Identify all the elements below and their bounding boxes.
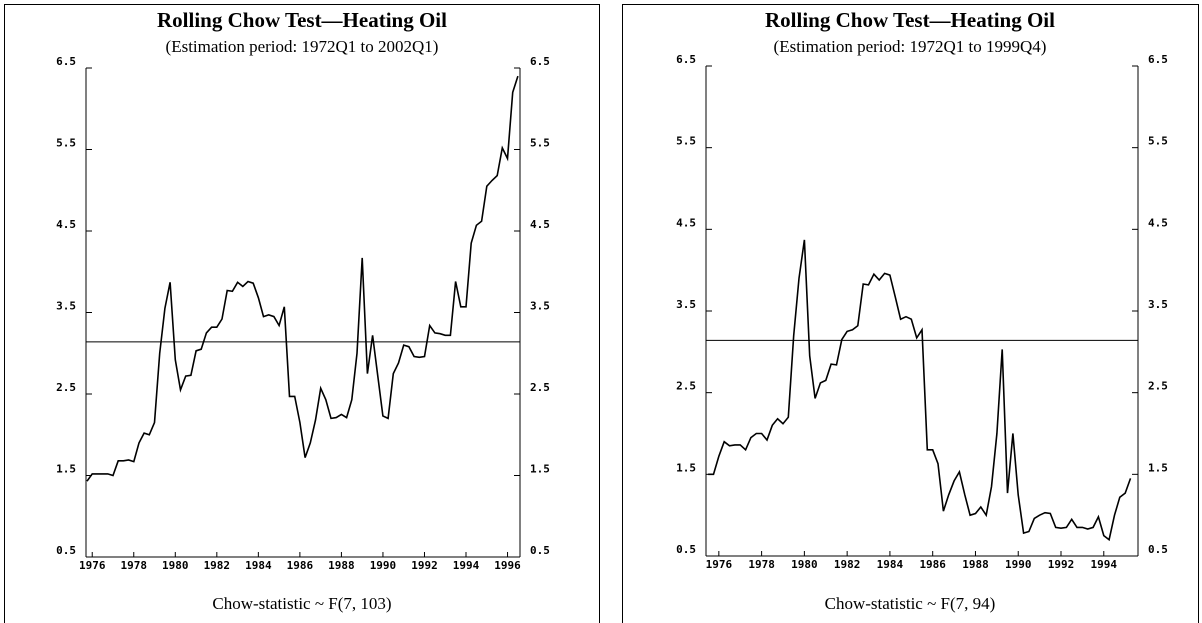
x-tick-label: 1976 bbox=[706, 558, 733, 571]
y-tick-label: 4.5 bbox=[676, 216, 696, 229]
chart-subtitle: (Estimation period: 1972Q1 to 2002Q1) bbox=[166, 37, 439, 56]
y-tick-label: 2.5 bbox=[676, 380, 696, 393]
y-tick-label: 1.5 bbox=[676, 461, 696, 474]
x-tick-label: 1976 bbox=[79, 559, 106, 572]
y-tick-label: 2.5 bbox=[56, 381, 76, 394]
y-tick-label: 6.5 bbox=[676, 53, 696, 66]
x-tick-label: 1990 bbox=[370, 559, 397, 572]
x-axis-label: Chow-statistic ~ F(7, 94) bbox=[825, 594, 996, 613]
chart-title: Rolling Chow Test—Heating Oil bbox=[765, 8, 1055, 32]
y-tick-label: 4.5 bbox=[1148, 216, 1168, 229]
y-tick-label: 6.5 bbox=[530, 55, 550, 68]
x-axis-label: Chow-statistic ~ F(7, 103) bbox=[212, 594, 391, 613]
y-tick-label: 1.5 bbox=[530, 463, 550, 476]
y-tick-label: 2.5 bbox=[1148, 380, 1168, 393]
y-tick-label: 5.5 bbox=[56, 137, 76, 150]
y-tick-label: 0.5 bbox=[530, 544, 550, 557]
y-tick-label: 5.5 bbox=[530, 137, 550, 150]
x-tick-label: 1982 bbox=[834, 558, 861, 571]
y-tick-label: 5.5 bbox=[1148, 135, 1168, 148]
x-tick-label: 1980 bbox=[791, 558, 818, 571]
y-tick-label: 5.5 bbox=[676, 135, 696, 148]
y-tick-label: 3.5 bbox=[676, 298, 696, 311]
y-tick-label: 1.5 bbox=[1148, 461, 1168, 474]
y-tick-label: 4.5 bbox=[530, 218, 550, 231]
x-tick-label: 1984 bbox=[877, 558, 904, 571]
y-tick-label: 2.5 bbox=[530, 381, 550, 394]
x-tick-label: 1978 bbox=[121, 559, 148, 572]
data-line bbox=[86, 75, 519, 482]
chart-subtitle: (Estimation period: 1972Q1 to 1999Q4) bbox=[774, 37, 1047, 56]
x-tick-label: 1990 bbox=[1005, 558, 1032, 571]
x-tick-label: 1988 bbox=[962, 558, 989, 571]
x-tick-label: 1994 bbox=[453, 559, 480, 572]
x-tick-label: 1988 bbox=[328, 559, 355, 572]
x-tick-label: 1978 bbox=[748, 558, 775, 571]
y-tick-label: 6.5 bbox=[56, 55, 76, 68]
x-tick-label: 1986 bbox=[287, 559, 314, 572]
panel-frame bbox=[4, 4, 600, 623]
x-tick-label: 1984 bbox=[245, 559, 272, 572]
x-tick-label: 1980 bbox=[162, 559, 189, 572]
y-tick-label: 0.5 bbox=[676, 543, 696, 556]
x-tick-label: 1982 bbox=[204, 559, 231, 572]
y-tick-label: 6.5 bbox=[1148, 53, 1168, 66]
y-tick-label: 3.5 bbox=[1148, 298, 1168, 311]
chart-title: Rolling Chow Test—Heating Oil bbox=[157, 8, 447, 32]
y-tick-label: 1.5 bbox=[56, 463, 76, 476]
x-tick-label: 1992 bbox=[1048, 558, 1075, 571]
x-tick-label: 1996 bbox=[494, 559, 521, 572]
y-tick-label: 3.5 bbox=[56, 300, 76, 313]
y-tick-label: 3.5 bbox=[530, 300, 550, 313]
panel-frame bbox=[622, 4, 1199, 623]
y-tick-label: 0.5 bbox=[1148, 543, 1168, 556]
x-tick-label: 1992 bbox=[411, 559, 438, 572]
y-tick-label: 0.5 bbox=[56, 544, 76, 557]
y-tick-label: 4.5 bbox=[56, 218, 76, 231]
data-line bbox=[708, 239, 1132, 542]
x-tick-label: 1986 bbox=[919, 558, 946, 571]
x-tick-label: 1994 bbox=[1091, 558, 1118, 571]
